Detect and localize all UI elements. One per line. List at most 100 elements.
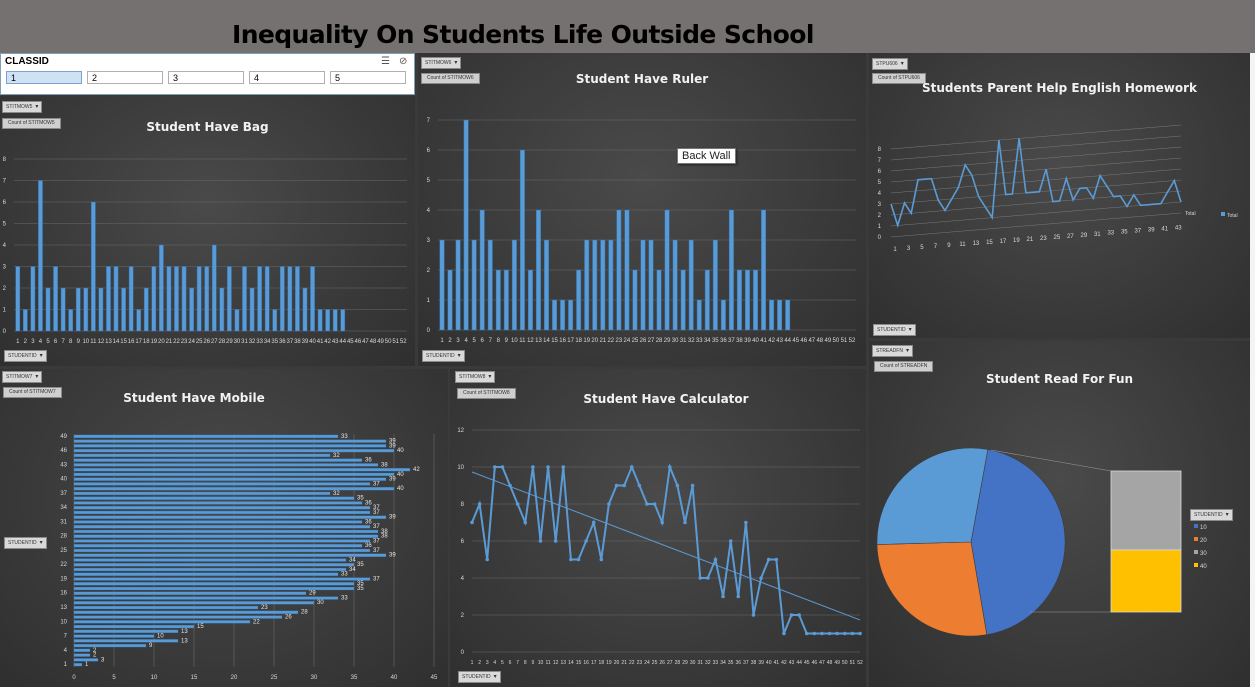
slicer-item-5[interactable]: 5 — [330, 71, 406, 84]
read-legend-button[interactable]: STUDENTID ▾ — [1190, 509, 1233, 521]
data-point — [835, 631, 839, 636]
gridline — [890, 135, 1182, 161]
x-tick-label: 1 — [440, 338, 444, 344]
bag-axis-button[interactable]: STUDENTID ▾ — [4, 350, 47, 362]
chart-panel-read[interactable]: STREADFN ▾ Count of STREADFN Student Read… — [869, 341, 1250, 687]
clear-filter-icon[interactable]: ⊘ — [399, 56, 408, 67]
data-point — [797, 613, 801, 617]
help-filter-label: STPU606 — [876, 61, 898, 67]
chart-panel-calc[interactable]: STITMOW8 ▾ Count of STITMOW8 Student Have… — [450, 369, 866, 687]
x-tick-label: 42 — [324, 339, 331, 345]
x-tick-label: 40 — [391, 675, 398, 681]
x-tick-label: 13 — [535, 338, 542, 344]
pie-slice-10 — [970, 449, 1066, 636]
data-point — [858, 631, 862, 636]
data-label: 3 — [101, 657, 105, 663]
y-tick-label: 6 — [461, 539, 465, 545]
data-label: 39 — [389, 477, 396, 483]
bar — [73, 563, 355, 567]
x-tick-label: 30 — [311, 675, 318, 681]
bar — [73, 644, 147, 648]
x-tick-label: 7 — [934, 244, 938, 250]
read-value-button[interactable]: Count of STREADFN — [874, 361, 934, 372]
bar — [75, 287, 81, 332]
chart-panel-mobile[interactable]: STITMOW7 ▾ Count of STITMOW7 Student Have… — [0, 369, 448, 687]
x-tick-label: 38 — [294, 339, 301, 345]
y-tick-label: 28 — [60, 534, 67, 540]
y-tick-label: 40 — [60, 477, 67, 483]
chart-panel-ruler[interactable]: STITMOW6 ▾ Count of STITMOW6 Student Have… — [418, 53, 866, 366]
data-label: 37 — [373, 481, 380, 487]
x-tick-label: 18 — [599, 660, 605, 666]
calc-filter-button[interactable]: STITMOW8 ▾ — [455, 371, 496, 383]
axis-field-label: STUDENTID — [8, 540, 37, 546]
mobile-axis-button[interactable]: STUDENTID ▾ — [4, 537, 47, 549]
data-label: 36 — [365, 519, 372, 525]
bar — [73, 482, 371, 486]
gridline — [890, 157, 1182, 183]
data-label: 32 — [333, 453, 340, 459]
chart-panel-help[interactable]: STPU606 ▾ Count of STPU606 Students Paren… — [869, 53, 1250, 338]
calc-chart-title: Student Have Calculator — [583, 392, 749, 406]
calc-axis-button[interactable]: STUDENTID ▾ — [458, 671, 501, 683]
read-filter-button[interactable]: STREADFN ▾ — [872, 345, 913, 357]
ruler-axis-button[interactable]: STUDENTID ▾ — [422, 350, 465, 362]
ruler-chart-title: Student Have Ruler — [575, 72, 709, 86]
x-tick-label: 29 — [682, 660, 688, 666]
bar — [15, 266, 21, 332]
data-label: 2 — [93, 648, 97, 654]
x-tick-label: 6 — [481, 338, 485, 344]
bar — [234, 309, 240, 332]
slicer-item-1[interactable]: 1 — [6, 71, 82, 84]
x-tick-label: 39 — [744, 338, 751, 344]
legend-label: 20 — [1200, 538, 1207, 544]
data-label: 30 — [317, 600, 324, 606]
data-label: 35 — [357, 496, 364, 502]
bar — [73, 586, 355, 591]
bar — [257, 266, 262, 332]
chart-panel-bag[interactable]: STITMOW5 ▾ Count of STITMOW5 Student Have… — [0, 96, 415, 366]
y-tick-label: 4 — [461, 576, 465, 582]
x-tick-label: 23 — [637, 660, 643, 666]
slicer-item-2[interactable]: 2 — [87, 71, 163, 84]
x-tick-label: 47 — [808, 338, 815, 344]
x-tick-label: 25 — [1054, 235, 1061, 241]
bar — [73, 615, 283, 619]
axis-field-label: STUDENTID — [877, 327, 906, 333]
mobile-filter-button[interactable]: STITMOW7 ▾ — [2, 371, 43, 383]
help-filter-button[interactable]: STPU606 ▾ — [872, 58, 908, 70]
bag-value-button[interactable]: Count of STITMOW5 — [2, 118, 61, 129]
y-tick-label: 1 — [3, 308, 7, 314]
data-label: 38 — [381, 534, 388, 540]
data-label: 37 — [373, 510, 380, 516]
x-tick-label: 11 — [545, 660, 550, 666]
help-axis-button[interactable]: STUDENTID ▾ — [873, 324, 916, 336]
calc-value-button[interactable]: Count of STITMOW8 — [457, 388, 516, 399]
x-tick-label: 42 — [781, 660, 787, 666]
help-value-button[interactable]: Count of STPU606 — [872, 73, 926, 84]
bar — [73, 539, 371, 543]
series-line-total — [890, 138, 1182, 229]
data-label: 23 — [261, 605, 268, 611]
data-point — [713, 557, 718, 562]
bar — [73, 458, 363, 462]
ruler-value-button[interactable]: Count of STITMOW6 — [421, 73, 480, 84]
pie-slice-20 — [876, 541, 988, 637]
x-tick-label: 9 — [947, 243, 951, 249]
data-label: 9 — [149, 643, 153, 649]
bar — [73, 634, 155, 638]
x-tick-label: 1 — [893, 247, 897, 253]
classid-slicer[interactable]: CLASSID ☰ ⊘ 1 2 3 4 5 — [0, 53, 415, 95]
y-tick-label: 7 — [878, 158, 882, 164]
multi-select-icon[interactable]: ☰ — [381, 56, 390, 67]
x-tick-label: 35 — [712, 338, 719, 344]
x-tick-label: 51 — [850, 660, 856, 666]
bag-filter-button[interactable]: STITMOW5 ▾ — [2, 101, 43, 113]
x-tick-label: 36 — [279, 339, 286, 345]
slicer-item-4[interactable]: 4 — [249, 71, 325, 84]
bar — [73, 510, 371, 515]
mobile-value-button[interactable]: Count of STITMOW7 — [3, 387, 62, 398]
ruler-filter-button[interactable]: STITMOW6 ▾ — [421, 57, 462, 69]
slicer-item-3[interactable]: 3 — [168, 71, 244, 84]
data-point — [690, 483, 695, 488]
